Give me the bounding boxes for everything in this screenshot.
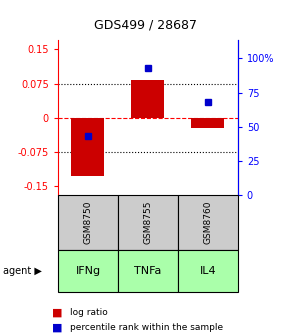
Text: GSM8760: GSM8760 — [203, 201, 212, 244]
Bar — [131, 80, 164, 118]
Text: log ratio: log ratio — [70, 308, 107, 317]
Text: IFNg: IFNg — [75, 266, 101, 276]
Text: ■: ■ — [52, 323, 63, 333]
Text: GDS499 / 28687: GDS499 / 28687 — [93, 19, 197, 32]
Bar — [71, 118, 104, 176]
Text: percentile rank within the sample: percentile rank within the sample — [70, 323, 223, 332]
Text: GSM8755: GSM8755 — [143, 201, 153, 244]
Text: agent ▶: agent ▶ — [3, 266, 42, 276]
Text: IL4: IL4 — [200, 266, 216, 276]
Bar — [191, 118, 224, 128]
Text: ■: ■ — [52, 307, 63, 318]
Text: TNFa: TNFa — [134, 266, 162, 276]
Text: GSM8750: GSM8750 — [84, 201, 93, 244]
